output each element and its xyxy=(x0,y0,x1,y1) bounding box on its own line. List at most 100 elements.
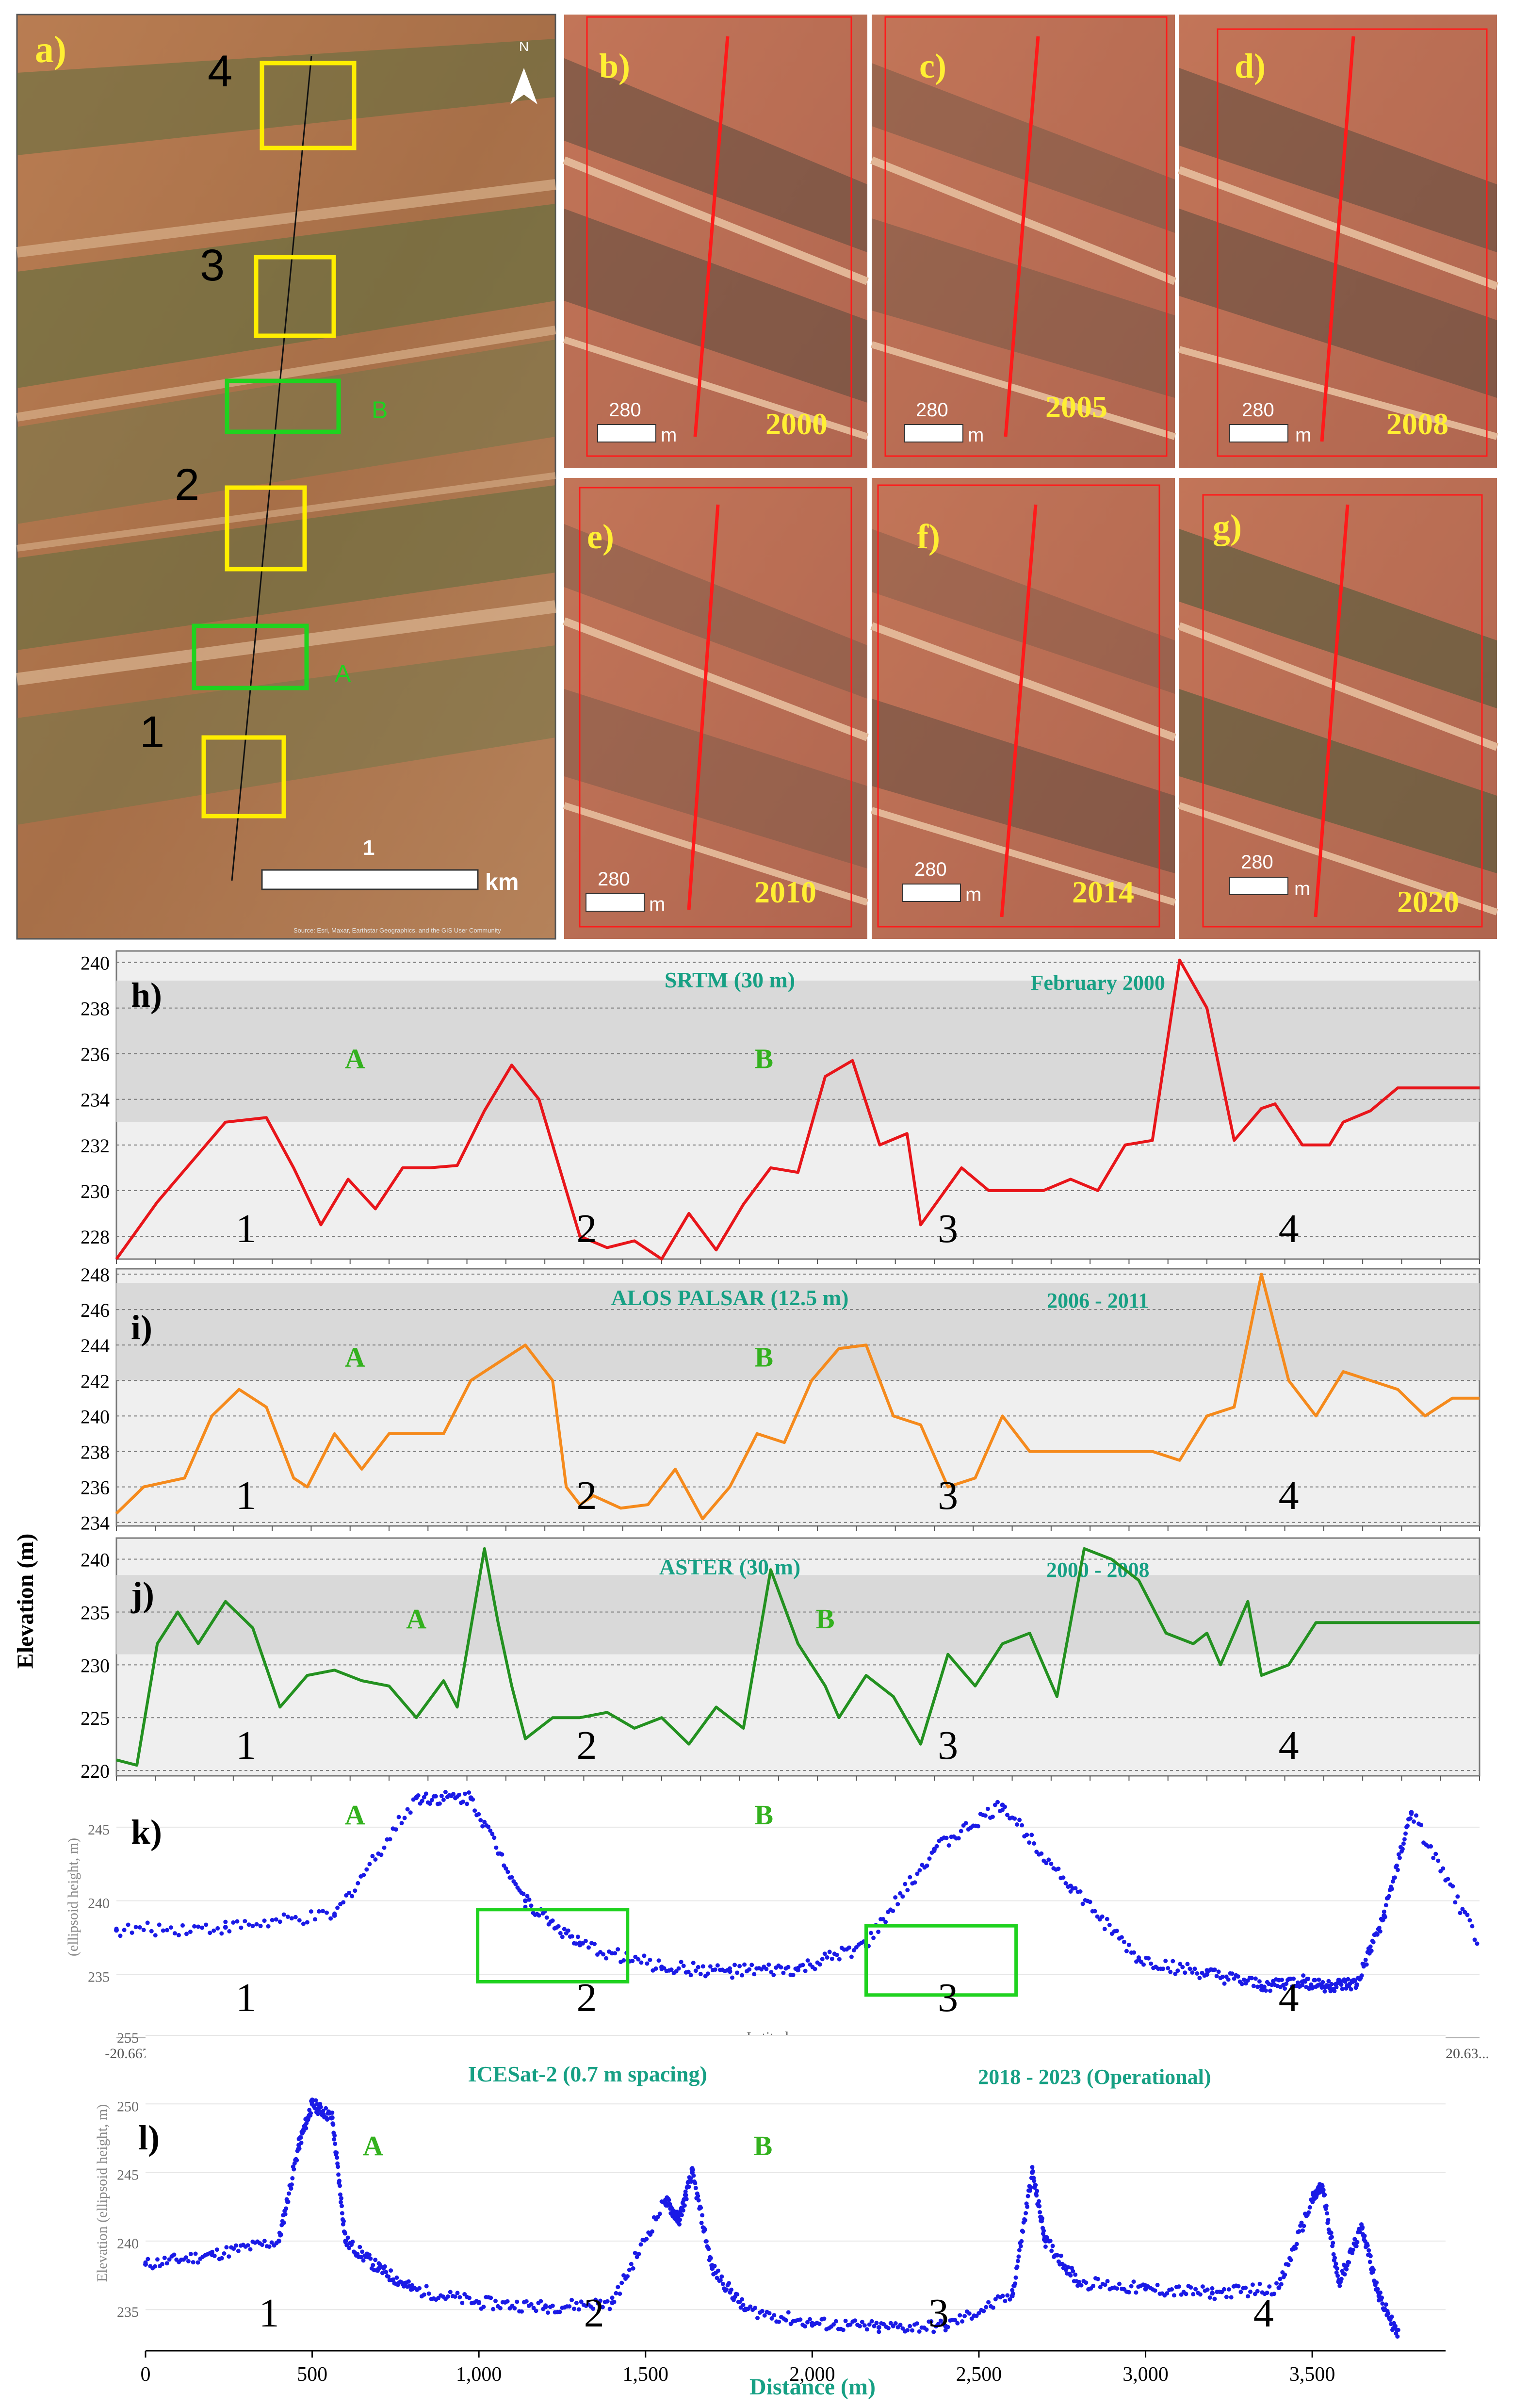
data-point xyxy=(755,2316,760,2321)
data-point xyxy=(309,2101,315,2107)
data-point xyxy=(1365,2243,1370,2248)
data-point xyxy=(492,1835,497,1840)
data-point xyxy=(967,2311,972,2316)
data-point xyxy=(1232,1976,1236,1981)
data-point xyxy=(1319,2183,1325,2189)
data-point xyxy=(740,1973,745,1978)
data-point xyxy=(614,2291,618,2295)
data-point xyxy=(1395,1867,1400,1872)
data-point xyxy=(805,1958,810,1963)
data-point xyxy=(798,2317,803,2322)
data-point xyxy=(862,2323,867,2328)
y-tick-label: 235 xyxy=(117,2304,139,2320)
data-point xyxy=(1306,2210,1311,2215)
data-point xyxy=(1446,1877,1450,1882)
data-point xyxy=(284,2206,289,2211)
data-point xyxy=(305,1920,309,1925)
y-tick-label: 240 xyxy=(81,1406,110,1427)
data-point xyxy=(895,1902,900,1907)
data-point xyxy=(1025,2194,1030,2198)
data-point xyxy=(122,1928,127,1933)
data-point xyxy=(1470,1924,1475,1929)
panel-letter: k) xyxy=(131,1813,162,1851)
x-tick-label: 3,000 xyxy=(1123,2363,1169,2386)
data-point xyxy=(1301,2228,1305,2233)
data-point xyxy=(358,2255,363,2260)
data-point xyxy=(1436,1858,1441,1863)
data-point xyxy=(1382,1913,1387,1918)
data-point xyxy=(408,1810,413,1815)
data-point xyxy=(1039,1851,1044,1856)
data-point xyxy=(333,2142,338,2146)
data-point xyxy=(1397,1855,1402,1860)
data-point xyxy=(883,1919,888,1924)
svg-text:280: 280 xyxy=(598,868,630,890)
data-point xyxy=(1383,1903,1388,1908)
data-point xyxy=(575,1934,580,1939)
data-point xyxy=(478,1818,483,1822)
data-point xyxy=(550,2303,555,2308)
data-point xyxy=(1015,2264,1020,2269)
data-point xyxy=(521,1891,526,1896)
x-tick-label: 1,500 xyxy=(623,2363,669,2386)
photo-panel-g: g) 280 m 2020 xyxy=(1178,478,1498,939)
svg-text:N: N xyxy=(519,39,529,54)
data-point xyxy=(223,1925,228,1930)
zone-label-A: A xyxy=(363,2130,383,2162)
data-point xyxy=(1386,2311,1391,2316)
data-point xyxy=(393,1827,398,1832)
data-point xyxy=(1317,1977,1321,1982)
data-point xyxy=(1188,2285,1193,2290)
data-point xyxy=(491,2307,496,2311)
data-point xyxy=(813,1966,817,1971)
panel-letter-a: a) xyxy=(35,28,66,70)
data-point xyxy=(983,1813,988,1818)
data-point xyxy=(188,1930,193,1934)
data-point xyxy=(1334,2266,1339,2271)
data-point xyxy=(294,2158,299,2162)
data-point xyxy=(1037,2204,1042,2209)
zone-box-B xyxy=(864,1924,1018,1997)
data-point xyxy=(925,1863,929,1868)
data-point xyxy=(481,2305,486,2309)
data-point xyxy=(869,2319,874,2324)
photo-panel-f: f) 280 m 2014 xyxy=(870,478,1176,939)
data-point xyxy=(141,1928,146,1933)
data-point xyxy=(1210,2291,1215,2296)
x-tick-label: 3,500 xyxy=(1289,2363,1335,2386)
data-point xyxy=(1403,1831,1408,1836)
data-point xyxy=(289,2182,294,2187)
data-point xyxy=(211,1928,216,1933)
data-point xyxy=(1062,2263,1067,2268)
data-point xyxy=(1377,1925,1382,1930)
data-point xyxy=(292,2161,297,2166)
data-point xyxy=(619,2280,624,2285)
data-point xyxy=(1339,2277,1344,2281)
peak-label-3: 3 xyxy=(938,1723,958,1768)
data-point xyxy=(414,1795,419,1801)
data-point xyxy=(1016,2254,1021,2259)
chart-date: 2000 - 2008 xyxy=(1046,1558,1150,1582)
y-tick-label: 245 xyxy=(117,2167,139,2183)
data-point xyxy=(1013,2275,1018,2280)
data-point xyxy=(1063,1881,1068,1885)
data-point xyxy=(321,1909,325,1914)
y-tick-label: 240 xyxy=(81,952,110,974)
data-point xyxy=(769,2316,774,2321)
data-point xyxy=(1278,2277,1283,2281)
map-box-4 xyxy=(260,61,357,150)
data-point xyxy=(1005,2293,1010,2298)
data-point xyxy=(315,2112,320,2116)
data-point xyxy=(515,2299,520,2304)
data-point xyxy=(691,1961,696,1966)
data-point xyxy=(577,1942,583,1948)
data-point xyxy=(231,2246,236,2251)
data-point xyxy=(905,1888,910,1893)
data-point xyxy=(825,1955,830,1960)
data-point xyxy=(1350,2247,1355,2252)
data-point xyxy=(618,2292,622,2296)
panel-letter: h) xyxy=(131,976,162,1015)
data-point xyxy=(598,2298,602,2303)
zone-label-A: A xyxy=(345,1043,365,1074)
data-point xyxy=(1293,2246,1298,2251)
